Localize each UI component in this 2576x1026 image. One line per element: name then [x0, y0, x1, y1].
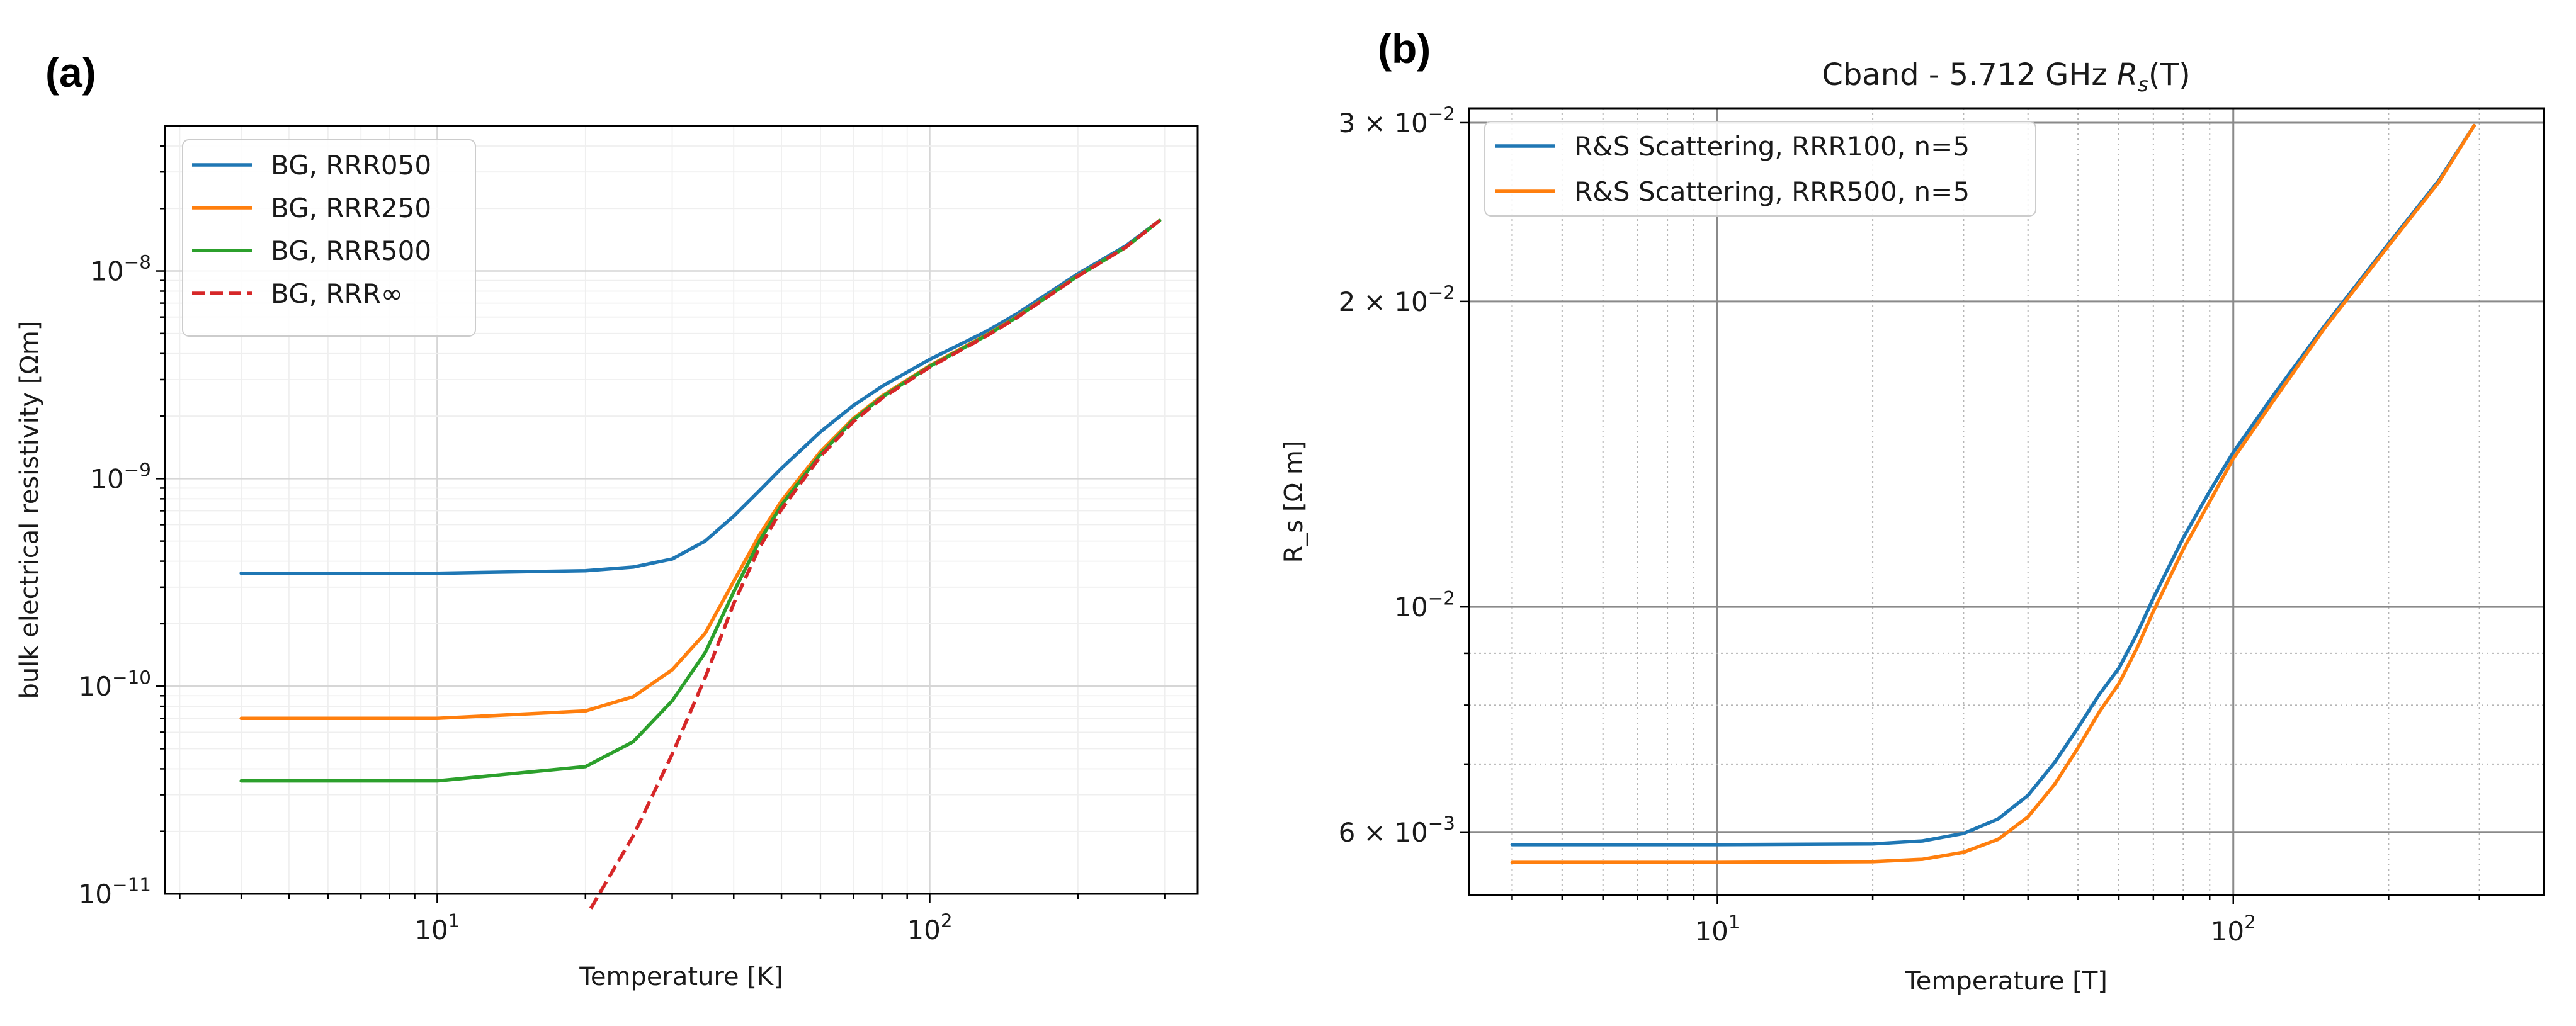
legend-entry-label: BG, RRR250: [271, 193, 431, 223]
plot-lines: [239, 218, 1162, 910]
y-tick-label: 6 × 10−3: [1339, 813, 1455, 848]
legend-entry-label: R&S Scattering, RRR500, n=5: [1574, 176, 1970, 207]
plot-lines: [1510, 123, 2476, 864]
panel-label-b: (b): [1378, 25, 1431, 72]
legend-box: [182, 139, 476, 337]
legend-entry-label: BG, RRR∞: [271, 278, 403, 309]
legend-entry-label: R&S Scattering, RRR100, n=5: [1574, 131, 1970, 162]
axis-ticks: 101 102 10−11 10−10 10−9 10−8: [79, 145, 1166, 945]
resistivity-chart: 101 102 10−11 10−10 10−9 10−8 Temperature [K]…: [15, 125, 1199, 991]
series-line-1: [239, 218, 1162, 575]
x-tick-label: 102: [2211, 911, 2256, 947]
panel-label-a: (a): [45, 49, 96, 96]
plot-frame: [1468, 107, 2545, 896]
y-axis-label: R_s [Ω m]: [1279, 441, 1308, 563]
x-tick-label: 101: [414, 910, 460, 945]
y-tick-label: 10−9: [90, 459, 151, 494]
legend: BG, RRR050 BG, RRR250 BG, RRR500 BG, RRR∞: [182, 139, 476, 337]
x-tick-label: 102: [907, 910, 952, 945]
legend-entry-label: BG, RRR050: [271, 150, 431, 181]
series-line-1: [1510, 123, 2476, 847]
series-line-2: [1510, 123, 2476, 864]
x-tick-label: 101: [1694, 911, 1740, 947]
series-line-4: [589, 219, 1161, 910]
axis-ticks: 101 102 6 × 10−3 10−2 2 × 10−2 3 × 10−2: [1339, 103, 2480, 947]
x-axis-label: Temperature [T]: [1904, 967, 2108, 996]
y-tick-label: 3 × 10−2: [1339, 103, 1455, 138]
series-line-3: [239, 218, 1162, 783]
chart-title: Cband - 5.712 GHz Rs(T): [1822, 57, 2190, 96]
y-tick-label: 2 × 10−2: [1339, 282, 1455, 317]
surface-resistance-chart: 101 102 6 × 10−3 10−2 2 × 10−2 3 × 10−2 Cband…: [1279, 57, 2545, 996]
y-tick-label: 10−8: [90, 252, 151, 287]
y-tick-label: 10−11: [79, 874, 151, 910]
legend: R&S Scattering, RRR100, n=5 R&S Scatterin…: [1484, 121, 2036, 217]
y-tick-label: 10−10: [79, 667, 151, 702]
y-tick-label: 10−2: [1394, 587, 1455, 623]
y-axis-label: bulk electrical resistivity [Ωm]: [15, 321, 44, 699]
legend-box: [1484, 121, 2036, 217]
plot-frame: [164, 125, 1199, 895]
x-axis-label: Temperature [K]: [579, 962, 783, 991]
legend-entry-label: BG, RRR500: [271, 235, 431, 266]
